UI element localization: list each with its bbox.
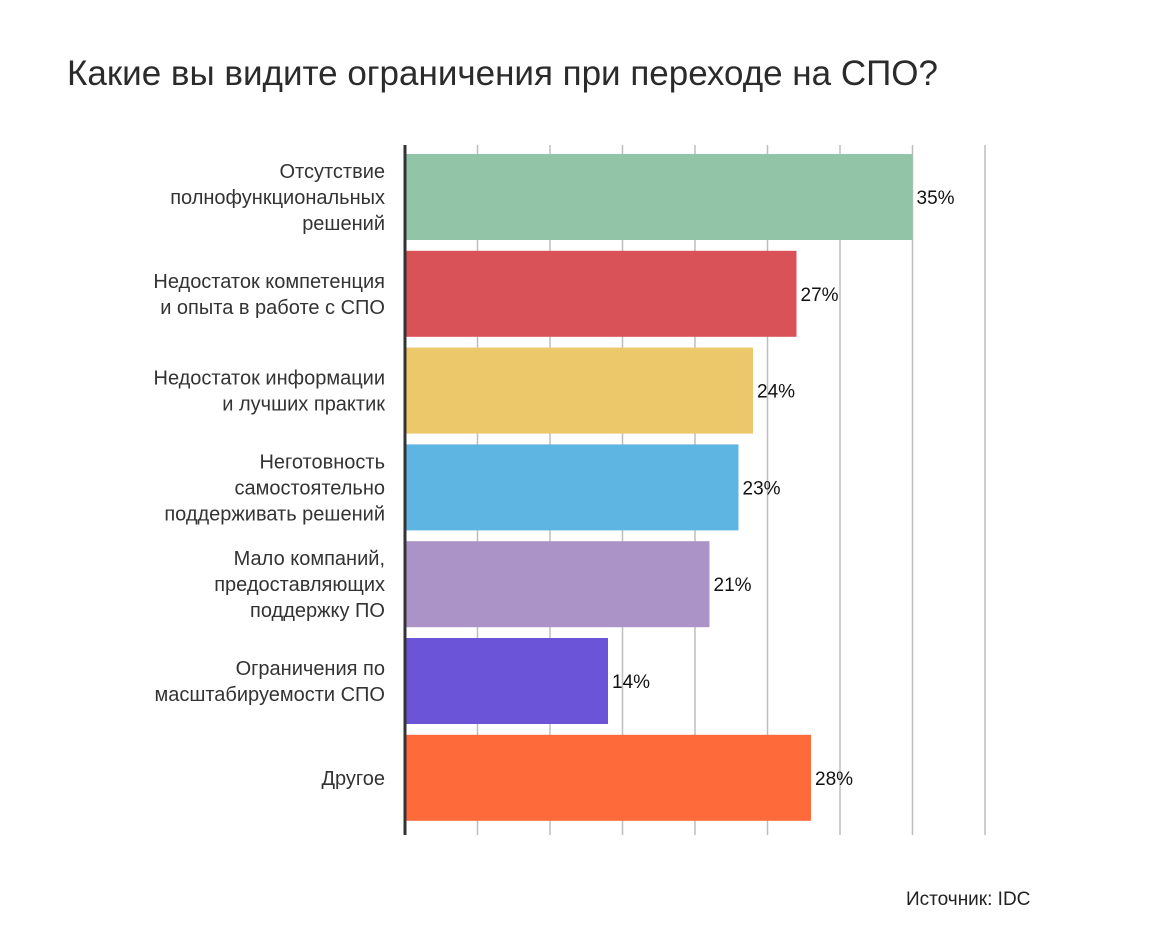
value-label: 28%	[815, 769, 853, 790]
bar	[405, 154, 913, 240]
category-label: Ограничения по масштабируемости СПО	[154, 658, 385, 706]
category-label: Мало компаний, предоставляющих поддержку П…	[214, 548, 385, 622]
value-label: 21%	[714, 575, 752, 596]
value-label: 14%	[612, 672, 650, 693]
value-label: 27%	[801, 285, 839, 306]
bar	[405, 541, 710, 628]
chart-title: Какие вы видите ограничения при переходе…	[67, 54, 938, 93]
value-label: 23%	[743, 478, 781, 499]
category-label: Недостаток информации и лучших практик	[154, 368, 386, 416]
bar	[405, 347, 753, 434]
category-label: Другое	[321, 768, 385, 790]
category-label: Отсутствие полнофункциональных решений	[170, 161, 385, 235]
category-label: Неготовность самостоятельно поддерживать р…	[164, 451, 385, 525]
bar	[405, 444, 739, 531]
value-label: 35%	[917, 188, 955, 209]
value-label: 24%	[757, 382, 795, 403]
bar	[405, 250, 797, 337]
source-note: Источник: IDC	[906, 889, 1031, 910]
bar	[405, 638, 608, 724]
bar	[405, 734, 811, 821]
category-label: Недостаток компетенция и опыта в работе с…	[153, 271, 385, 319]
